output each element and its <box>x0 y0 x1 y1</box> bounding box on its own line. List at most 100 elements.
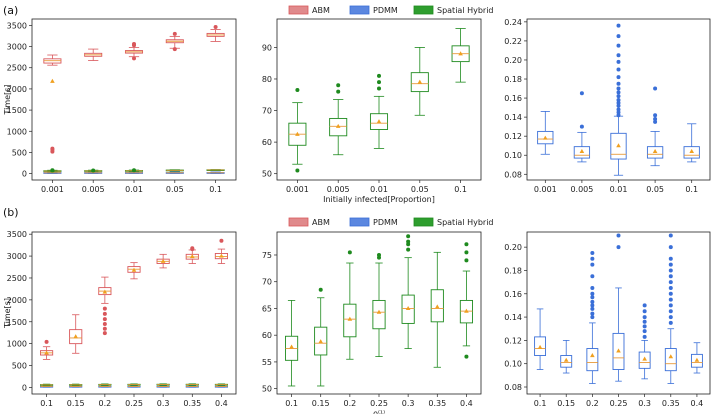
box-pdmm <box>206 171 225 174</box>
mean-marker <box>434 304 440 309</box>
x-tick-label: 0.4 <box>460 399 473 408</box>
outlier-point <box>642 309 647 314</box>
outlier-point <box>590 303 595 308</box>
y-tick-label: 1000 <box>7 127 27 136</box>
box-body <box>329 117 348 137</box>
outlier-point <box>616 90 621 95</box>
y-tick-label: 80 <box>262 75 272 84</box>
box-spatial-hybrid <box>288 88 307 173</box>
outlier-point <box>642 303 647 308</box>
legend-swatch <box>288 217 309 227</box>
box-pdmm <box>690 342 703 374</box>
outlier-point <box>616 245 621 250</box>
outlier-point <box>132 168 136 173</box>
box-body <box>459 299 473 324</box>
box-spatial-hybrid <box>372 252 386 357</box>
box-pdmm <box>214 385 228 388</box>
outlier-point <box>616 97 621 102</box>
box-body <box>586 348 599 372</box>
legend-label: ABM <box>312 218 330 227</box>
chart-a1: 0 500 1000 1500 2000 2500 3000 3500 0.001 0.005 0.… <box>3 18 237 194</box>
outlier-point <box>590 299 595 304</box>
mean-marker <box>689 148 694 154</box>
mean-marker <box>563 357 569 362</box>
box-spatial-hybrid <box>285 300 299 387</box>
outlier-point <box>406 247 411 252</box>
outlier-point <box>590 262 595 267</box>
box-abm <box>69 314 83 354</box>
outlier-point <box>102 306 107 311</box>
x-tick-label: 0.35 <box>428 399 446 408</box>
outlier-point <box>213 25 218 30</box>
outlier-point <box>590 250 595 255</box>
x-tick-label: 0.1 <box>534 399 547 408</box>
mean-marker <box>642 356 647 361</box>
y-tick-label: 1500 <box>7 106 27 115</box>
x-tick-label: 0.05 <box>166 185 184 194</box>
box-spatial-hybrid <box>329 83 348 156</box>
mean-marker <box>295 131 300 136</box>
outlier-point <box>616 53 621 58</box>
box-abm <box>214 238 228 264</box>
mean-marker <box>335 123 341 128</box>
y-tick-label: 0.12 <box>504 336 522 345</box>
outlier-point <box>464 258 469 263</box>
y-tick-label: 90 <box>262 43 272 52</box>
x-tick-label: 0.01 <box>125 185 143 194</box>
mean-marker <box>616 143 621 148</box>
outlier-point <box>616 67 621 72</box>
box-spatial-hybrid <box>206 169 225 171</box>
x-tick-label: 0.35 <box>183 399 201 408</box>
box-spatial-hybrid <box>127 383 141 386</box>
y-axis-label: Time[s] <box>3 298 12 329</box>
outlier-point <box>616 59 621 64</box>
x-tick-label: 0.1 <box>685 185 698 194</box>
box-body <box>683 146 700 159</box>
outlier-point <box>377 252 381 257</box>
box-pdmm <box>185 385 199 388</box>
mean-marker <box>405 305 411 311</box>
box-body <box>369 113 389 130</box>
box-body <box>690 353 703 368</box>
mean-marker <box>160 258 166 263</box>
panel-label-b: (b) <box>3 206 19 219</box>
x-tick-label: 0.25 <box>610 399 628 408</box>
box-spatial-hybrid <box>69 383 83 386</box>
outlier-point <box>668 309 673 314</box>
x-tick-label: 0.3 <box>157 399 170 408</box>
box-body <box>610 132 627 160</box>
box-pdmm <box>612 233 625 382</box>
y-tick-label: 0.16 <box>504 94 522 103</box>
y-tick-label: 55 <box>262 358 272 367</box>
box-abm <box>43 54 62 154</box>
x-tick-label: 0.15 <box>557 399 575 408</box>
x-tick-label: 0.1 <box>454 185 467 194</box>
box-pdmm <box>638 303 651 380</box>
y-tick-label: 0.14 <box>504 313 522 322</box>
mean-marker <box>131 267 137 272</box>
mean-marker <box>458 51 463 56</box>
box-spatial-hybrid <box>185 383 199 386</box>
box-pdmm <box>586 250 599 384</box>
outlier-point <box>653 117 658 122</box>
box-body <box>664 348 677 372</box>
outlier-point <box>616 113 621 118</box>
outlier-point <box>616 86 621 91</box>
box-pdmm <box>683 123 700 163</box>
outlier-point <box>616 81 621 86</box>
outlier-point <box>318 287 323 292</box>
y-tick-label: 50 <box>262 385 272 394</box>
outlier-point <box>668 256 673 261</box>
box-pdmm <box>573 91 591 163</box>
legend-swatch <box>349 5 370 15</box>
box-body <box>343 303 357 338</box>
box-abm <box>84 48 103 61</box>
outlier-point <box>642 334 647 339</box>
x-tick-label: 0.01 <box>370 185 388 194</box>
y-tick-label: 75 <box>262 251 272 260</box>
y-tick-label: 0 <box>22 383 27 392</box>
outlier-point <box>668 297 673 302</box>
outlier-point <box>336 89 341 94</box>
legend-swatch <box>413 217 434 227</box>
box-abm <box>40 339 54 360</box>
